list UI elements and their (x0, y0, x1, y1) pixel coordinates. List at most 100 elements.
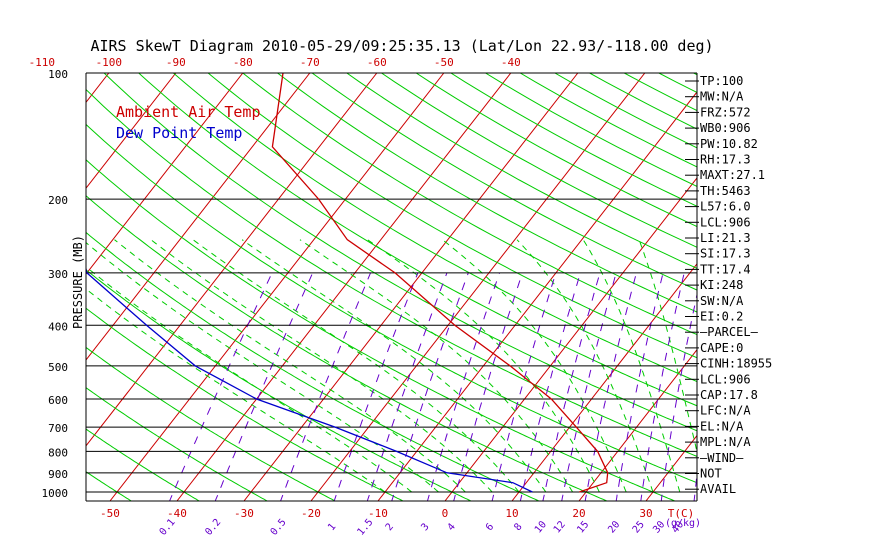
pressure-tick-label: 400 (48, 320, 68, 333)
mixing-ratio-label: 0.2 (203, 517, 223, 538)
index-label: CAPE:0 (700, 341, 743, 355)
moist-adiabat-line (86, 288, 386, 493)
index-label: SW:N/A (700, 294, 744, 308)
mixing-ratio-line (491, 272, 557, 501)
pressure-tick-label: 500 (48, 361, 68, 374)
mixing-ratio-label: 6 (484, 522, 496, 534)
index-label: LFC:N/A (700, 404, 751, 418)
mixing-ratio-line (584, 272, 637, 501)
dry-adiabat-line (415, 73, 697, 228)
dry-adiabat-line (137, 73, 697, 407)
dry-adiabat-line (345, 73, 697, 269)
index-label: MAXT:27.1 (700, 168, 765, 182)
pressure-tick-label: 800 (48, 446, 68, 459)
mixing-ratio-label: 4 (446, 522, 458, 534)
mixing-ratio-label: 0.5 (269, 517, 289, 538)
index-label: EI:0.2 (700, 310, 743, 324)
top-temp-tick-label: -60 (367, 56, 387, 69)
index-label: LCL:906 (700, 215, 751, 229)
dry-adiabat-line (846, 64, 870, 503)
moist-adiabat-line (150, 239, 493, 493)
index-label: CAP:17.8 (700, 388, 758, 402)
moist-adiabat-line (86, 241, 439, 493)
top-temp-tick-label: -50 (434, 56, 454, 69)
bottom-temp-tick-label: -40 (167, 507, 187, 520)
background-grid (86, 64, 870, 503)
moist-adiabat-line (241, 239, 547, 493)
mixing-ratio-line (660, 292, 697, 501)
isotherm-line (86, 73, 244, 275)
pressure-tick-label: 200 (48, 194, 68, 207)
dry-adiabat-line (311, 73, 697, 291)
mixing-ratio-line (169, 272, 273, 501)
mixing-ratio-line (333, 272, 419, 501)
moist-adiabat-line (442, 239, 627, 493)
isotherm-line (86, 73, 177, 189)
index-label: RH:17.3 (700, 153, 751, 167)
moist-adiabat-line (299, 239, 574, 493)
index-label: SI:17.3 (700, 247, 751, 261)
isotherm-line (109, 73, 445, 501)
moist-adiabat-line (86, 266, 413, 493)
moist-adiabat-line (367, 239, 600, 493)
index-label: —PARCEL— (700, 325, 759, 339)
bottom-temp-tick-label: 20 (572, 507, 585, 520)
bottom-temp-tick-label: 30 (639, 507, 652, 520)
mixing-ratio-line (280, 272, 371, 501)
index-label: CINH:18955 (700, 357, 772, 371)
mixing-ratio-line (366, 272, 448, 501)
top-temp-tick-label: -70 (300, 56, 320, 69)
isotherm-line (176, 73, 512, 501)
pressure-axis-label: PRESSURE (MB) (71, 235, 85, 329)
isotherm-line (310, 73, 646, 501)
isotherm-line (511, 262, 697, 501)
mixing-ratio-line (214, 272, 314, 501)
pressure-tick-label: 300 (48, 268, 68, 281)
top-temp-tick-label: -80 (233, 56, 253, 69)
dry-adiabat-line (86, 88, 697, 457)
index-label: LCL:906 (700, 372, 751, 386)
legend: Ambient Air Temp Dew Point Temp (116, 103, 261, 142)
index-label: TH:5463 (700, 184, 751, 198)
top-temp-tick-label: -110 (29, 56, 56, 69)
dry-adiabat-line (276, 73, 697, 313)
moist-adiabat-line (516, 239, 654, 493)
dry-adiabat-line (812, 64, 870, 503)
pressure-tick-label: 1000 (42, 487, 69, 500)
bottom-temp-tick-label: 10 (505, 507, 518, 520)
chart-title: AIRS SkewT Diagram 2010-05-29/09:25:35.1… (90, 37, 713, 55)
mixing-ratio-line (561, 272, 617, 501)
index-label: PW:10.82 (700, 137, 758, 151)
index-label: MW:N/A (700, 90, 744, 104)
mixing-ratio-line (426, 272, 500, 501)
index-label: LI:21.3 (700, 231, 751, 245)
mixing-ratio-label: 3 (419, 522, 431, 534)
index-label: MPL:N/A (700, 435, 751, 449)
index-label: L57:6.0 (700, 200, 751, 214)
index-label: TT:17.4 (700, 262, 751, 276)
legend-ambient: Ambient Air Temp (116, 103, 261, 121)
index-label: —WIND— (700, 451, 744, 465)
bottom-temp-tick-label: -10 (368, 507, 388, 520)
index-label: FRZ:572 (700, 105, 751, 119)
index-label: AVAIL (700, 482, 736, 496)
pressure-tick-label: 700 (48, 422, 68, 435)
isotherm-line (86, 73, 311, 361)
mixing-ratio-label: 0.1 (158, 517, 178, 538)
moist-adiabat-line (192, 239, 520, 493)
temp-axis-label: T(C) (668, 507, 695, 520)
sounding-series (86, 73, 609, 493)
mixing-ratio-line (391, 272, 469, 501)
mixing-ratio-label: 12 (552, 519, 568, 535)
index-label: EL:N/A (700, 419, 744, 433)
mixing-ratio-line (519, 272, 581, 501)
mixing-ratio-label: 8 (512, 522, 524, 534)
mixing-ratio-label: 20 (606, 519, 622, 535)
legend-dewpoint: Dew Point Temp (116, 124, 242, 142)
pressure-tick-label: 100 (48, 68, 68, 81)
mixing-ratio-line (640, 272, 685, 501)
dry-adiabat-line (172, 73, 697, 383)
dry-adiabat-line (778, 64, 870, 503)
index-label: WB0:906 (700, 121, 751, 135)
